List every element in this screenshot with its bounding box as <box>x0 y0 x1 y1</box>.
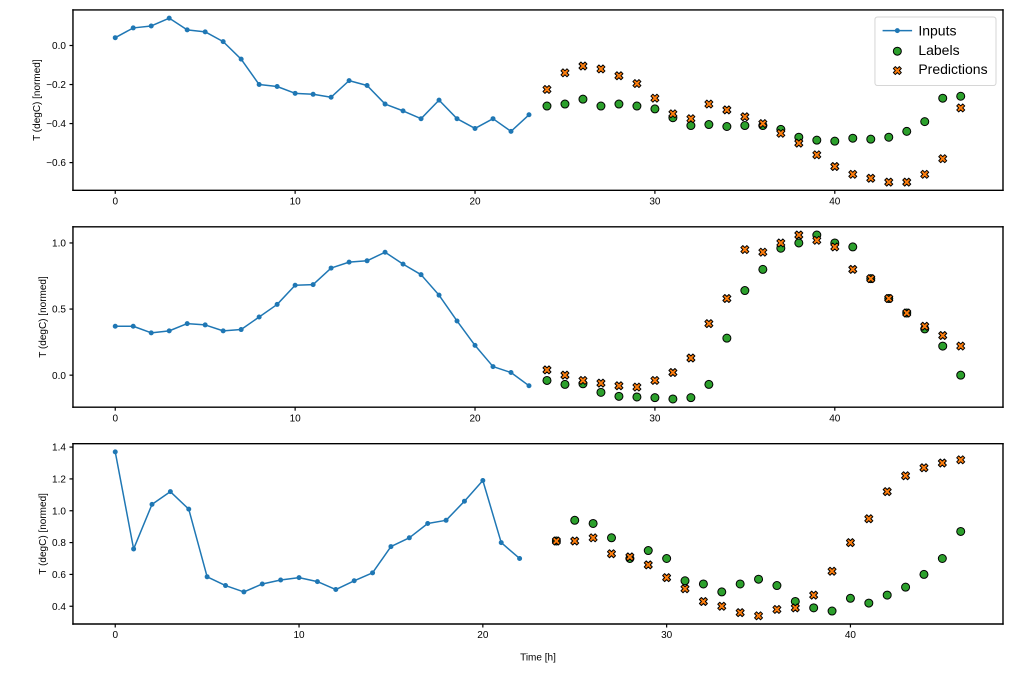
svg-text:Inputs: Inputs <box>918 23 956 39</box>
svg-text:10: 10 <box>293 630 305 641</box>
svg-text:0.4: 0.4 <box>52 602 66 613</box>
svg-text:20: 20 <box>477 630 489 641</box>
svg-text:0.8: 0.8 <box>52 538 66 549</box>
svg-text:40: 40 <box>845 630 857 641</box>
svg-text:0.0: 0.0 <box>52 41 66 52</box>
svg-text:0: 0 <box>112 630 118 641</box>
svg-text:1.4: 1.4 <box>52 443 66 454</box>
svg-text:20: 20 <box>469 413 481 424</box>
svg-text:10: 10 <box>290 197 302 208</box>
svg-text:10: 10 <box>290 413 302 424</box>
svg-text:40: 40 <box>829 197 841 208</box>
svg-text:0.0: 0.0 <box>52 371 66 382</box>
svg-text:Time [h]: Time [h] <box>520 653 556 664</box>
svg-text:0.6: 0.6 <box>52 570 66 581</box>
svg-text:Predictions: Predictions <box>918 61 987 77</box>
svg-text:1.0: 1.0 <box>52 506 66 517</box>
svg-text:−0.6: −0.6 <box>46 158 66 169</box>
svg-text:30: 30 <box>649 197 661 208</box>
svg-text:T (degC) [normed]: T (degC) [normed] <box>32 59 43 141</box>
svg-text:T (degC) [normed]: T (degC) [normed] <box>38 493 49 575</box>
svg-text:−0.2: −0.2 <box>46 80 66 91</box>
svg-text:40: 40 <box>829 413 841 424</box>
svg-text:−0.4: −0.4 <box>46 119 66 130</box>
svg-text:0: 0 <box>112 197 118 208</box>
svg-text:0.5: 0.5 <box>52 305 66 316</box>
svg-text:1.0: 1.0 <box>52 239 66 250</box>
svg-text:30: 30 <box>661 630 673 641</box>
svg-text:0: 0 <box>112 413 118 424</box>
svg-text:1.2: 1.2 <box>52 475 66 486</box>
svg-text:T (degC) [normed]: T (degC) [normed] <box>38 276 49 358</box>
svg-text:Labels: Labels <box>918 42 959 58</box>
svg-text:20: 20 <box>469 197 481 208</box>
svg-text:30: 30 <box>649 413 661 424</box>
